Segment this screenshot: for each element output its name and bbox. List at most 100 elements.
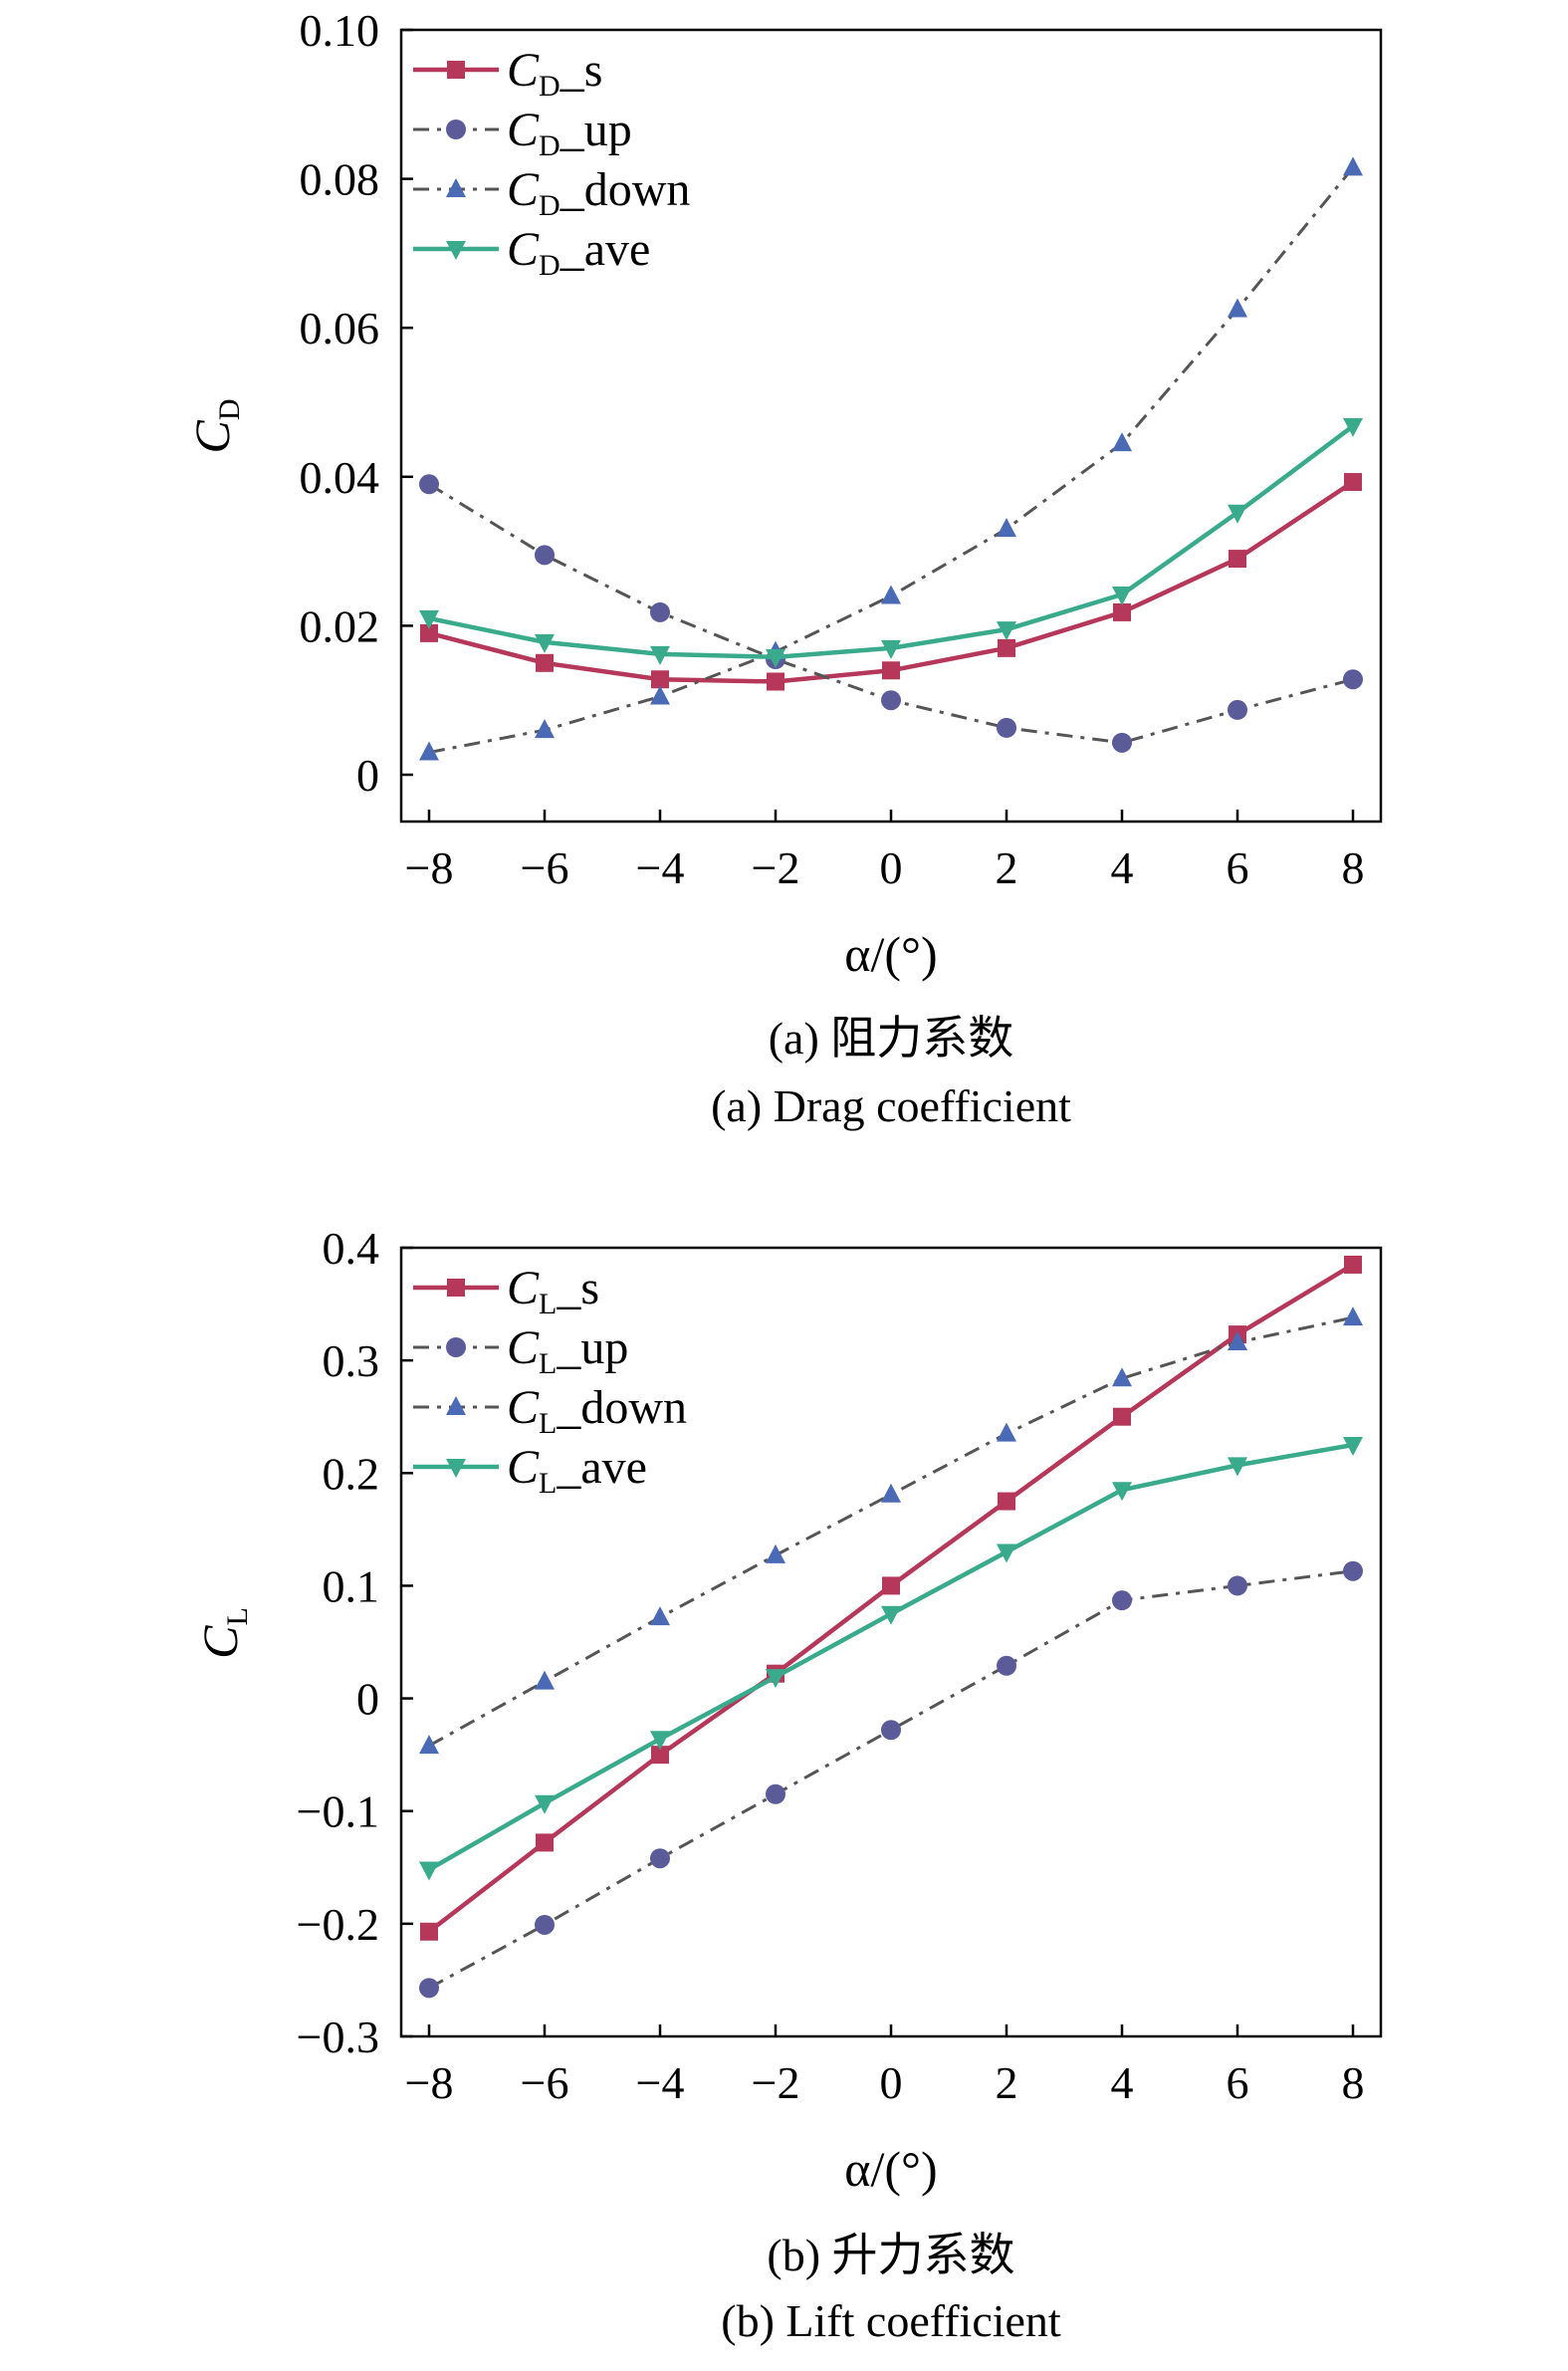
- x-tick-label: 2: [996, 2057, 1018, 2108]
- x-tick-label: −6: [521, 2057, 569, 2108]
- series-ave: [419, 1437, 1363, 1881]
- x-tick-label: 8: [1342, 2057, 1365, 2108]
- data-point: [650, 1848, 670, 1869]
- caption-en: (b) Lift coefficient: [721, 2295, 1061, 2346]
- legend-marker: [447, 1279, 465, 1297]
- legend-label-suffix: _up: [556, 1321, 628, 1374]
- data-point: [1228, 298, 1247, 318]
- chart-panel-b: −0.3 −0.2 −0.1 0 0.1 0.2 0.3 0.4 −8 −6 −4 −2 0 2 4 6 8 α/…: [192, 1223, 1383, 2346]
- data-point: [420, 1922, 438, 1941]
- legend-label-sub: D: [539, 70, 560, 103]
- y-axis-label: CL: [192, 1607, 254, 1659]
- data-point: [536, 653, 554, 672]
- data-point: [1343, 156, 1363, 176]
- data-point: [997, 717, 1016, 738]
- x-tick-label: 4: [1111, 2057, 1134, 2108]
- x-tick-label: 8: [1342, 842, 1365, 893]
- data-point: [419, 1861, 439, 1881]
- data-point: [1113, 1407, 1131, 1426]
- data-point: [1344, 473, 1362, 492]
- y-tick-label: −0.2: [297, 1899, 379, 1950]
- legend-label-sub: L: [539, 1467, 557, 1500]
- x-axis-label: α/(°): [844, 926, 937, 982]
- data-point: [1112, 1367, 1132, 1387]
- data-point: [1112, 1590, 1132, 1611]
- data-point: [997, 1422, 1016, 1442]
- data-point: [1228, 1575, 1247, 1596]
- data-point: [535, 1794, 555, 1814]
- data-point: [419, 609, 439, 629]
- data-point: [882, 1576, 900, 1595]
- legend-label-suffix: _s: [560, 44, 603, 97]
- legend-label-main: C: [507, 104, 540, 156]
- data-point: [997, 1543, 1016, 1563]
- data-point: [1343, 1437, 1363, 1456]
- x-tick-label: −4: [636, 2057, 685, 2108]
- data-point: [766, 1543, 785, 1563]
- legend-label-suffix: _ave: [560, 223, 651, 276]
- data-point: [1343, 1560, 1363, 1581]
- y-axis-label: CD: [184, 398, 246, 453]
- legend-label: CL_s: [507, 1262, 599, 1320]
- data-point: [419, 1735, 439, 1755]
- data-point: [1229, 550, 1246, 569]
- legend-label: CD_s: [507, 44, 602, 103]
- legend-label-sub: L: [539, 1288, 557, 1320]
- data-point: [1228, 504, 1247, 524]
- series-line: [428, 1569, 1354, 1990]
- data-point: [997, 518, 1016, 538]
- data-point: [535, 1914, 555, 1935]
- data-point: [1343, 417, 1363, 437]
- x-tick-label: 0: [880, 2057, 903, 2108]
- data-point: [881, 1605, 901, 1625]
- data-point: [1112, 586, 1132, 605]
- x-tick-label: −2: [752, 842, 800, 893]
- data-point: [997, 1655, 1016, 1676]
- y-tick-label: −0.3: [297, 2012, 379, 2062]
- y-tick-label: 0.02: [300, 600, 380, 651]
- legend-label-sub: L: [539, 1347, 557, 1380]
- x-tick-label: −8: [405, 2057, 454, 2108]
- legend-label-main: C: [507, 1441, 540, 1494]
- data-point: [766, 1783, 785, 1804]
- legend-label: CL_ave: [507, 1441, 647, 1500]
- series-line: [428, 424, 1355, 660]
- legend-label-sub: D: [539, 129, 560, 162]
- data-point: [1112, 1482, 1132, 1502]
- series-up: [419, 474, 1363, 753]
- chart-panel-a: 0 0.02 0.04 0.06 0.08 0.10 −8 −6 −4 −2 0 2 4 6 8 α/(°) C…: [184, 5, 1383, 1131]
- data-point: [535, 719, 555, 739]
- legend-label-suffix: _down: [556, 1381, 687, 1434]
- legend-label-sub: D: [539, 189, 560, 222]
- data-point: [766, 1669, 785, 1689]
- data-point: [419, 1978, 439, 1999]
- legend-label: CL_up: [507, 1321, 628, 1380]
- series-s: [420, 1255, 1362, 1941]
- legend-label-main: C: [507, 1262, 540, 1314]
- series-down: [419, 1306, 1363, 1755]
- y-tick-label: 0: [356, 1674, 379, 1725]
- legend-label-suffix: _s: [556, 1262, 599, 1314]
- legend-label: CD_down: [507, 163, 690, 222]
- y-axis-label-sub: D: [213, 398, 246, 420]
- x-tick-label: 2: [996, 842, 1018, 893]
- data-point: [1228, 699, 1247, 720]
- legend-marker: [446, 178, 466, 197]
- data-point: [535, 633, 555, 653]
- data-point: [650, 1606, 670, 1626]
- data-point: [1343, 1306, 1363, 1326]
- caption-cn: (b) 升力系数: [767, 2230, 1014, 2280]
- x-tick-label: −2: [752, 2057, 800, 2108]
- legend-label-suffix: _down: [560, 163, 691, 216]
- data-point: [535, 1670, 555, 1690]
- data-point: [1113, 602, 1131, 621]
- series-s: [420, 473, 1362, 691]
- data-point: [881, 690, 901, 711]
- y-tick-label: 0.4: [323, 1223, 380, 1274]
- y-tick-label: 0.06: [300, 303, 380, 354]
- legend-marker: [446, 1459, 466, 1478]
- legend-label: CL_down: [507, 1381, 687, 1440]
- y-axis-label-main: C: [184, 420, 240, 454]
- data-point: [536, 1833, 554, 1852]
- legend-marker: [446, 241, 466, 260]
